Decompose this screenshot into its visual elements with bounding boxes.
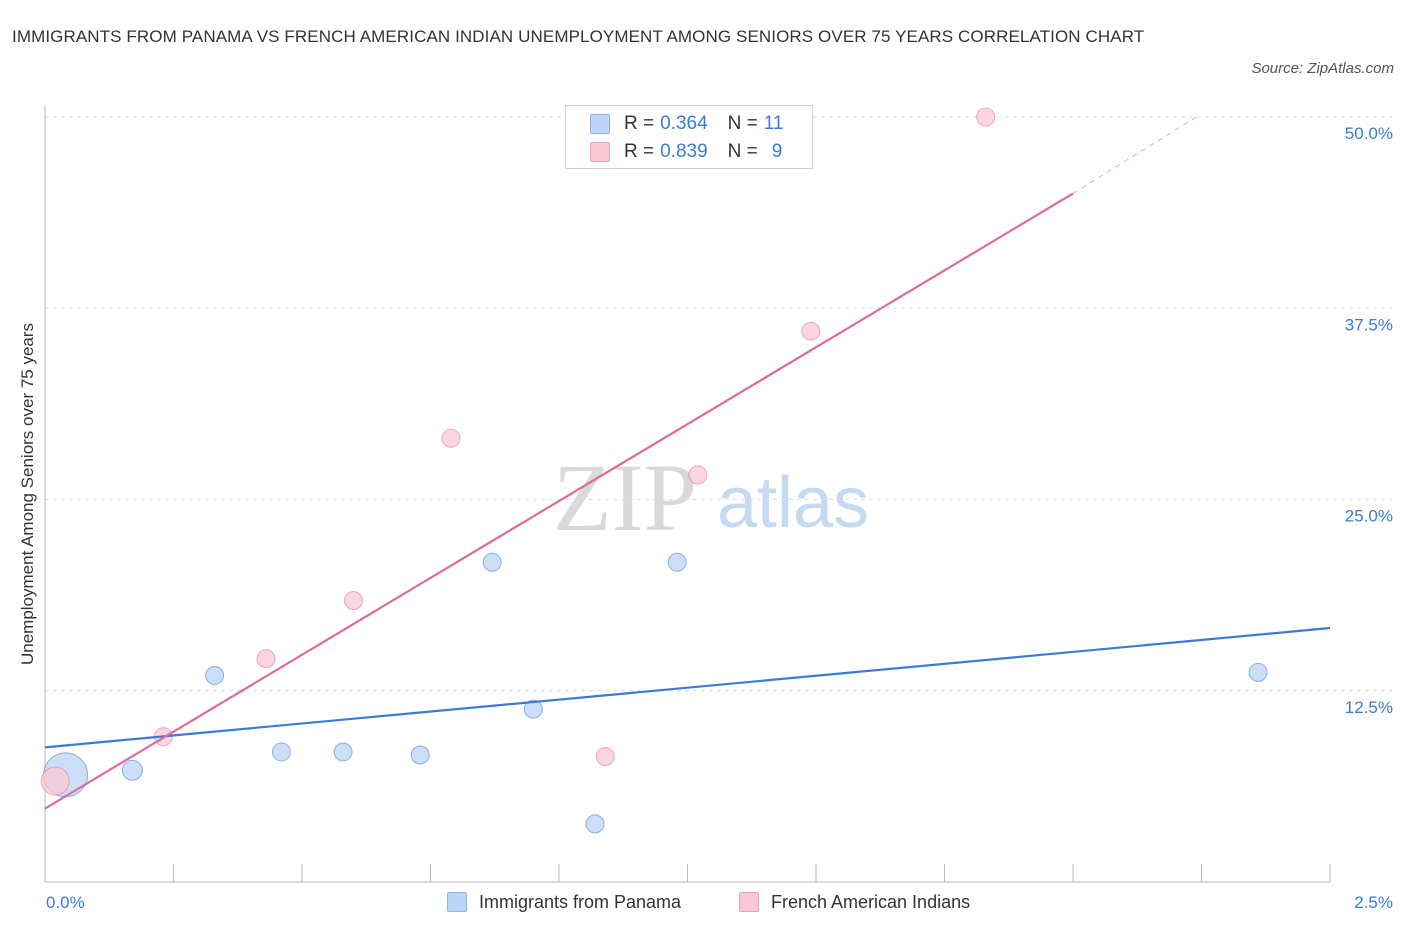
panama-point	[333, 742, 353, 762]
bottom-legend-swatch-french-american-indians	[739, 892, 759, 912]
panama-point	[482, 552, 502, 572]
panama-point	[523, 699, 543, 719]
y-tick-label: 12.5%	[1345, 698, 1393, 717]
panama-point	[271, 742, 291, 762]
french-american-indians-point	[976, 107, 996, 127]
panama-point	[667, 552, 687, 572]
french-american-indians-trend-line	[44, 192, 1074, 810]
panama-trend-line	[44, 626, 1331, 749]
legend-n-label: N =	[727, 141, 758, 162]
bottom-legend-swatch-panama	[447, 892, 467, 912]
legend-r-label: R =	[624, 141, 655, 162]
legend-r-value: 0.364	[660, 113, 708, 134]
legend-r-label: R =	[624, 113, 655, 134]
french-american-indians-point	[343, 590, 363, 610]
legend-row-french-american-indians: R = 0.839 N = 9	[590, 139, 782, 165]
panama-point	[205, 665, 225, 685]
legend-n-label: N =	[727, 113, 758, 134]
french-american-indians-point	[40, 766, 70, 796]
bottom-legend-french-american-indians: French American Indians	[739, 889, 970, 915]
legend-r-value: 0.839	[660, 141, 708, 162]
bottom-legend-label-french-american-indians: French American Indians	[771, 891, 971, 912]
watermark-atlas: atlas	[717, 463, 869, 543]
french-american-indians-point	[256, 649, 276, 669]
legend-n-value: 9	[771, 141, 783, 162]
legend-swatch-panama	[590, 114, 610, 134]
chart-title: IMMIGRANTS FROM PANAMA VS FRENCH AMERICA…	[12, 27, 1145, 46]
panama-point	[585, 814, 605, 834]
panama-point	[1248, 662, 1268, 682]
correlation-legend: R = 0.364 N = 11 R = 0.839 N = 9	[565, 105, 813, 169]
panama-point	[410, 745, 430, 765]
bottom-legend-panama: Immigrants from Panama	[447, 889, 681, 915]
panama-point	[121, 759, 143, 781]
y-tick-label: 50.0%	[1345, 124, 1393, 143]
legend-swatch-french-american-indians	[590, 142, 610, 162]
legend-row-panama: R = 0.364 N = 11	[590, 111, 784, 137]
source-label: Source: ZipAtlas.com	[1251, 60, 1394, 77]
y-tick-label: 25.0%	[1345, 507, 1393, 526]
french-american-indians-trend-extension	[1072, 116, 1197, 194]
x-tick-label-min: 0.0%	[46, 893, 85, 912]
y-tick-label: 37.5%	[1345, 315, 1393, 334]
french-american-indians-point	[441, 428, 461, 448]
bottom-legend-label-panama: Immigrants from Panama	[479, 891, 682, 912]
french-american-indians-point	[688, 465, 708, 485]
watermark-zip: ZIP	[553, 444, 697, 551]
french-american-indians-point	[595, 747, 615, 767]
legend-n-value: 11	[763, 113, 784, 134]
french-american-indians-point	[801, 321, 821, 341]
x-tick-label-max: 2.5%	[1354, 893, 1393, 912]
